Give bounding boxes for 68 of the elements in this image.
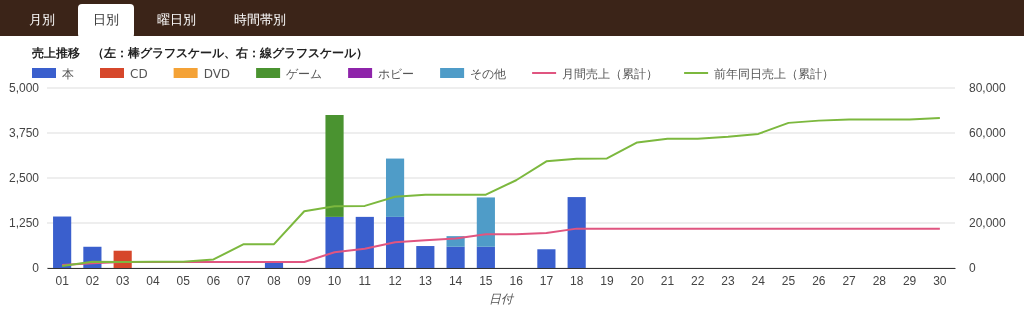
x-tick-label: 13	[418, 273, 433, 288]
bar	[53, 216, 72, 268]
x-tick-label: 22	[691, 273, 705, 288]
x-tick-label: 06	[206, 273, 221, 288]
y2-tick-label: 60,000	[969, 126, 1007, 141]
x-tick-label: 16	[509, 273, 524, 288]
bar	[325, 115, 344, 217]
bar	[325, 216, 344, 268]
y-tick-label: 5,000	[8, 81, 40, 96]
bar	[355, 216, 374, 268]
y2-tick-label: 80,000	[969, 81, 1007, 96]
x-tick-label: 10	[327, 273, 342, 288]
x-tick-label: 27	[842, 273, 857, 288]
line-series	[61, 116, 941, 267]
text: 時間帯別	[234, 12, 286, 27]
legend-label: ホビー	[378, 67, 415, 81]
x-tick-label: 25	[781, 273, 796, 288]
y-tick-label: 1,250	[8, 216, 40, 231]
x-tick-label: 26	[812, 273, 826, 288]
x-tick-label: 01	[55, 273, 70, 288]
x-tick-label: 19	[600, 273, 614, 288]
bar	[385, 158, 405, 217]
text: 月別	[29, 12, 55, 27]
line-series	[61, 227, 941, 267]
bar	[537, 249, 556, 268]
x-tick-label: 30	[933, 273, 947, 288]
bar	[416, 246, 435, 268]
y2-tick-label: 0	[969, 261, 976, 276]
x-tick-label: 07	[237, 273, 251, 288]
legend-label: 前年同日売上（累計）	[714, 67, 835, 81]
text: 日別	[93, 12, 119, 27]
y-tick-label: 2,500	[8, 171, 40, 186]
bar	[476, 246, 495, 268]
y2-tick-label: 20,000	[969, 216, 1007, 231]
x-axis-title: 日付	[489, 292, 515, 306]
x-tick-label: 04	[146, 273, 160, 288]
legend-label: DVD	[203, 67, 231, 81]
y-tick-label: 3,750	[8, 126, 40, 141]
x-tick-label: 09	[297, 273, 312, 288]
chart-title: 売上推移 （左：棒グラフスケール、右：線グラフスケール）	[32, 46, 368, 60]
x-tick-label: 03	[115, 273, 130, 288]
x-tick-label: 17	[539, 273, 554, 288]
x-tick-label: 21	[660, 273, 675, 288]
x-tick-label: 15	[479, 273, 493, 288]
x-tick-label: 20	[630, 273, 645, 288]
x-tick-label: 24	[751, 273, 766, 288]
x-tick-label: 18	[569, 273, 584, 288]
x-tick-label: 28	[872, 273, 887, 288]
text: 曜日別	[157, 12, 196, 27]
legend-label: 本	[62, 67, 74, 81]
bar	[446, 246, 465, 268]
legend-label: ゲーム	[286, 67, 323, 81]
bar	[567, 197, 586, 268]
bar	[385, 216, 405, 268]
x-tick-label: 05	[176, 273, 191, 288]
x-tick-label: 12	[388, 273, 403, 288]
bar	[476, 197, 495, 247]
x-tick-label: 11	[358, 273, 372, 288]
x-tick-label: 08	[267, 273, 281, 288]
x-tick-label: 02	[85, 273, 100, 288]
x-tick-label: 23	[721, 273, 735, 288]
legend-label: 月間売上（累計）	[562, 67, 659, 81]
legend-label: その他	[470, 67, 507, 81]
legend-label: CD	[130, 67, 148, 81]
x-tick-label: 29	[902, 273, 917, 288]
x-tick-label: 14	[448, 273, 463, 288]
y2-tick-label: 40,000	[969, 171, 1007, 186]
y-tick-label: 0	[32, 261, 40, 276]
